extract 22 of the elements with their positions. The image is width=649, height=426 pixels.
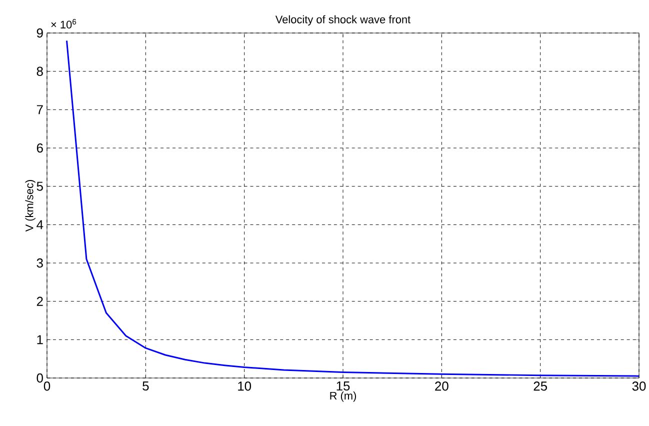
x-tick-label: 0: [44, 382, 50, 391]
y-tick-label: 9: [36, 28, 43, 38]
line-series: [66, 40, 640, 377]
y-tick-label: 3: [36, 258, 43, 268]
y-tick-label: 5: [36, 182, 43, 191]
y-tick-label: 1: [37, 335, 43, 344]
x-tick-label: 15: [336, 382, 350, 391]
x-tick-label: 5: [142, 382, 149, 391]
y-tick-label: 6: [36, 143, 43, 153]
x-tick-label: 20: [435, 382, 448, 391]
x-tick-label: 30: [632, 382, 646, 391]
x-axis-title: R (m): [330, 392, 356, 402]
x-tick-label: 25: [534, 382, 547, 391]
x-tick-label: 10: [238, 382, 252, 391]
y-tick-label: 4: [36, 220, 44, 230]
y-tick-label: 8: [36, 66, 43, 76]
y-tick-label: 7: [36, 105, 43, 114]
y-tick-label: 2: [36, 296, 43, 306]
y-tick-label: 0: [36, 373, 43, 383]
text: × 10$^{6}$: [51, 19, 76, 28]
chart-title: Velocity of shock wave front: [275, 15, 411, 26]
y-axis-title: V (km/sec): [25, 180, 36, 232]
